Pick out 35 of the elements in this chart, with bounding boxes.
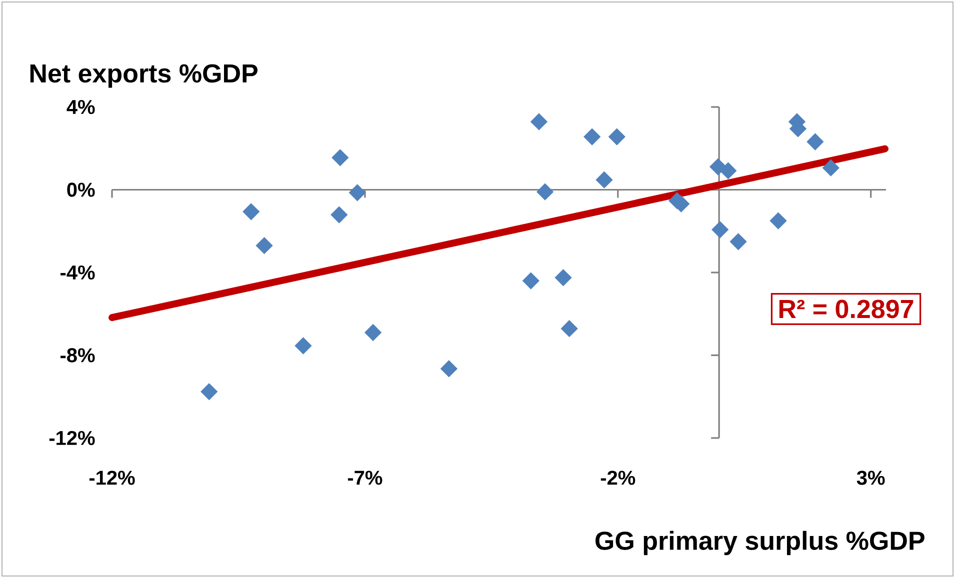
point (712, 221, 729, 238)
point (348, 184, 366, 202)
point (256, 237, 273, 254)
annotation: R² = 0.2897 (779, 300, 914, 318)
point (770, 212, 787, 230)
y-tick-label: 0% (67, 182, 95, 197)
x-tick-label: -7% (348, 470, 382, 485)
y-axis-title: Net exports %GDP (30, 64, 258, 88)
x-tick-label: 3% (856, 470, 885, 485)
y-tick-label: -8% (60, 348, 95, 362)
point (608, 128, 626, 146)
point (200, 383, 218, 400)
point (364, 324, 382, 341)
x-tick-label: -12% (89, 470, 135, 485)
point (294, 337, 312, 354)
x-axis-title: GG primary surplus %GDP (596, 530, 924, 556)
point (720, 162, 737, 180)
point (530, 113, 548, 130)
point (584, 128, 601, 146)
point (822, 159, 840, 176)
point (330, 206, 348, 224)
point (536, 183, 554, 200)
point (806, 133, 824, 150)
point (242, 203, 260, 220)
point (554, 269, 572, 286)
y-tick-label: 4% (66, 100, 95, 114)
point (440, 360, 458, 378)
point (730, 233, 747, 250)
point (522, 272, 540, 290)
y-tick-label: -4% (60, 265, 95, 280)
x-tick-label: -2% (600, 470, 636, 485)
point (332, 149, 349, 166)
point (596, 171, 613, 188)
y-tick-label: -12% (49, 430, 95, 446)
point (560, 320, 578, 338)
